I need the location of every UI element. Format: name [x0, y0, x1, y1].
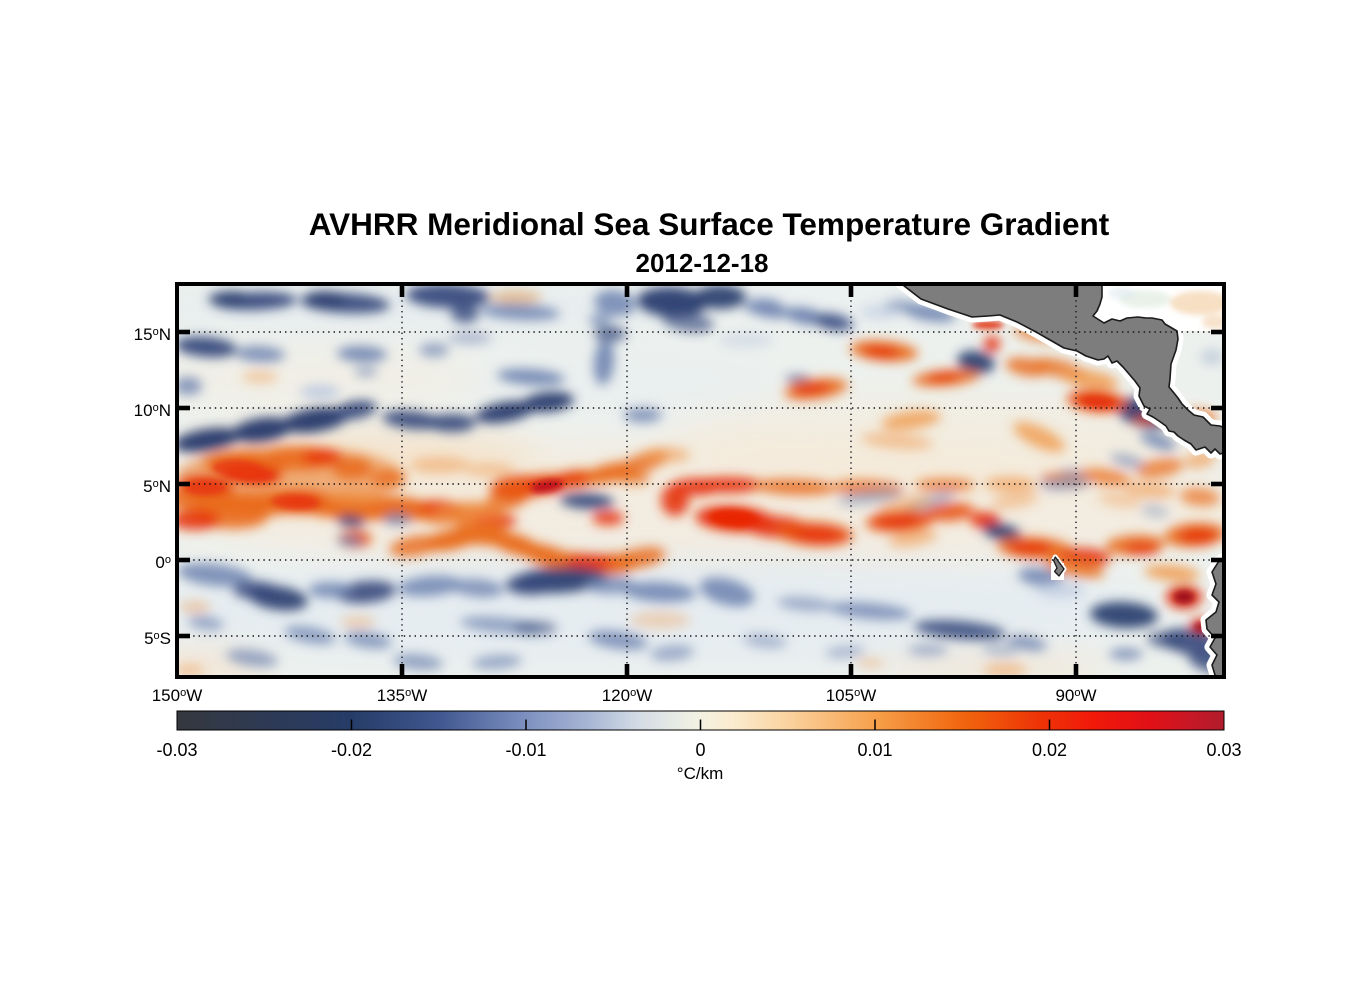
svg-text:10oN: 10oN: [134, 401, 171, 420]
svg-text:120oW: 120oW: [602, 686, 653, 705]
svg-text:15oN: 15oN: [134, 325, 171, 344]
svg-text:5oN: 5oN: [143, 477, 171, 496]
svg-text:0.01: 0.01: [857, 740, 892, 760]
svg-text:0o: 0o: [155, 553, 171, 572]
svg-text:-0.01: -0.01: [505, 740, 546, 760]
svg-text:0.03: 0.03: [1206, 740, 1241, 760]
svg-text:90oW: 90oW: [1055, 686, 1096, 705]
svg-text:105oW: 105oW: [826, 686, 877, 705]
svg-text:2012-12-18: 2012-12-18: [636, 248, 769, 278]
svg-text:5oS: 5oS: [144, 629, 171, 648]
svg-text:AVHRR Meridional Sea Surface T: AVHRR Meridional Sea Surface Temperature…: [309, 206, 1110, 242]
svg-text:-0.02: -0.02: [331, 740, 372, 760]
svg-text:°C/km: °C/km: [677, 764, 723, 783]
svg-text:150oW: 150oW: [152, 686, 203, 705]
svg-text:-0.03: -0.03: [156, 740, 197, 760]
svg-text:0.02: 0.02: [1032, 740, 1067, 760]
svg-text:135oW: 135oW: [377, 686, 428, 705]
svg-text:0: 0: [695, 740, 705, 760]
